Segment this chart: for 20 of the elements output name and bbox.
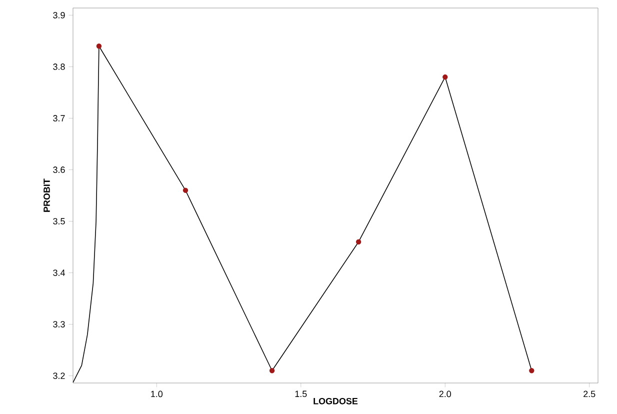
x-tick-label: 1.0	[151, 390, 163, 398]
point	[356, 239, 362, 244]
x-axis-title: LOGDOSE	[314, 398, 358, 404]
y-tick-label: 3.9	[53, 12, 65, 18]
y-tick-label: 3.8	[53, 64, 65, 70]
y-tick-label: 3.2	[53, 372, 65, 379]
point	[529, 368, 534, 374]
x-tick-label: 2.0	[439, 390, 452, 398]
point	[96, 44, 102, 49]
y-tick-label: 3.6	[53, 166, 65, 173]
point	[269, 368, 275, 374]
x-tick-label: 2.5	[584, 390, 596, 398]
point	[182, 188, 188, 193]
y-tick-label: 3.4	[53, 270, 65, 276]
x-tick-label: 1.5	[295, 390, 307, 398]
y-axis-title: PROBIT	[44, 178, 50, 212]
y-tick-label: 3.7	[53, 115, 65, 122]
y-tick-label: 3.3	[53, 321, 65, 328]
y-tick-label: 3.5	[53, 218, 65, 224]
point	[442, 74, 448, 80]
